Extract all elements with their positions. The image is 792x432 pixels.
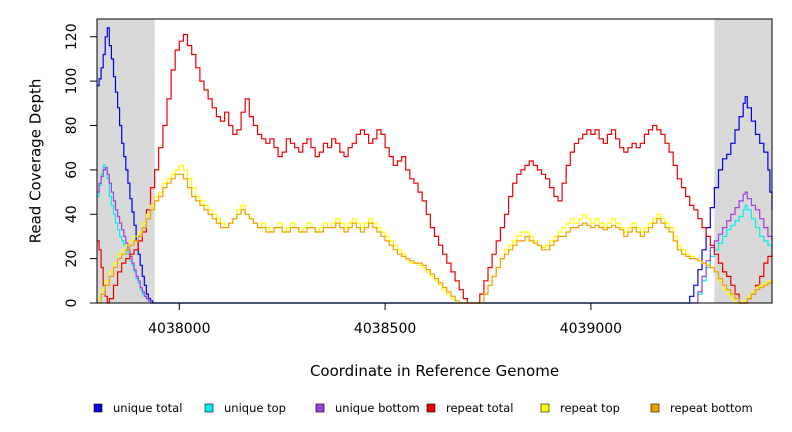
y-tick-label: 80 [64, 117, 80, 135]
y-tick-label: 40 [64, 205, 80, 223]
legend-swatch-repeat-bottom [650, 403, 660, 413]
y-tick-label: 20 [64, 250, 80, 268]
series-line-repeat-bottom [97, 173, 773, 304]
legend-label-unique-bottom: unique bottom [335, 401, 420, 415]
y-tick-label: 120 [64, 23, 80, 50]
series-lines [97, 27, 773, 304]
y-tick-label: 60 [64, 161, 80, 179]
y-axis-title: Read Coverage Depth [27, 79, 45, 244]
legend-label-repeat-bottom: repeat bottom [670, 401, 753, 415]
y-tick-label: 100 [64, 68, 80, 95]
x-tick-label: 4038000 [148, 321, 210, 337]
series-line-repeat-total [97, 33, 773, 304]
x-axis-title: Coordinate in Reference Genome [310, 362, 559, 380]
legend-swatch-unique-bottom [315, 403, 325, 413]
series-line-unique-bottom [97, 167, 773, 304]
x-tick-label: 4039000 [560, 321, 622, 337]
legend-label-unique-total: unique total [113, 401, 182, 415]
series-line-unique-total [97, 27, 773, 304]
legend-label-repeat-total: repeat total [446, 401, 513, 415]
series-line-repeat-top [97, 164, 773, 304]
shaded-region-2 [714, 19, 772, 303]
legend-swatch-unique-total [93, 403, 103, 413]
y-tick-label: 0 [64, 299, 80, 308]
legend: unique total unique top unique bottom repea… [93, 401, 753, 415]
legend-swatch-repeat-top [540, 403, 550, 413]
legend-swatch-unique-top [204, 403, 214, 413]
axes: 0 20 40 60 80 100 120 4038000 4038500 4039000 [64, 23, 622, 337]
x-tick-label: 4038500 [354, 321, 416, 337]
plot-frame [96, 18, 773, 304]
legend-swatch-repeat-total [426, 403, 436, 413]
legend-label-repeat-top: repeat top [560, 401, 620, 415]
legend-label-unique-top: unique top [224, 401, 286, 415]
shaded-regions [97, 19, 772, 303]
